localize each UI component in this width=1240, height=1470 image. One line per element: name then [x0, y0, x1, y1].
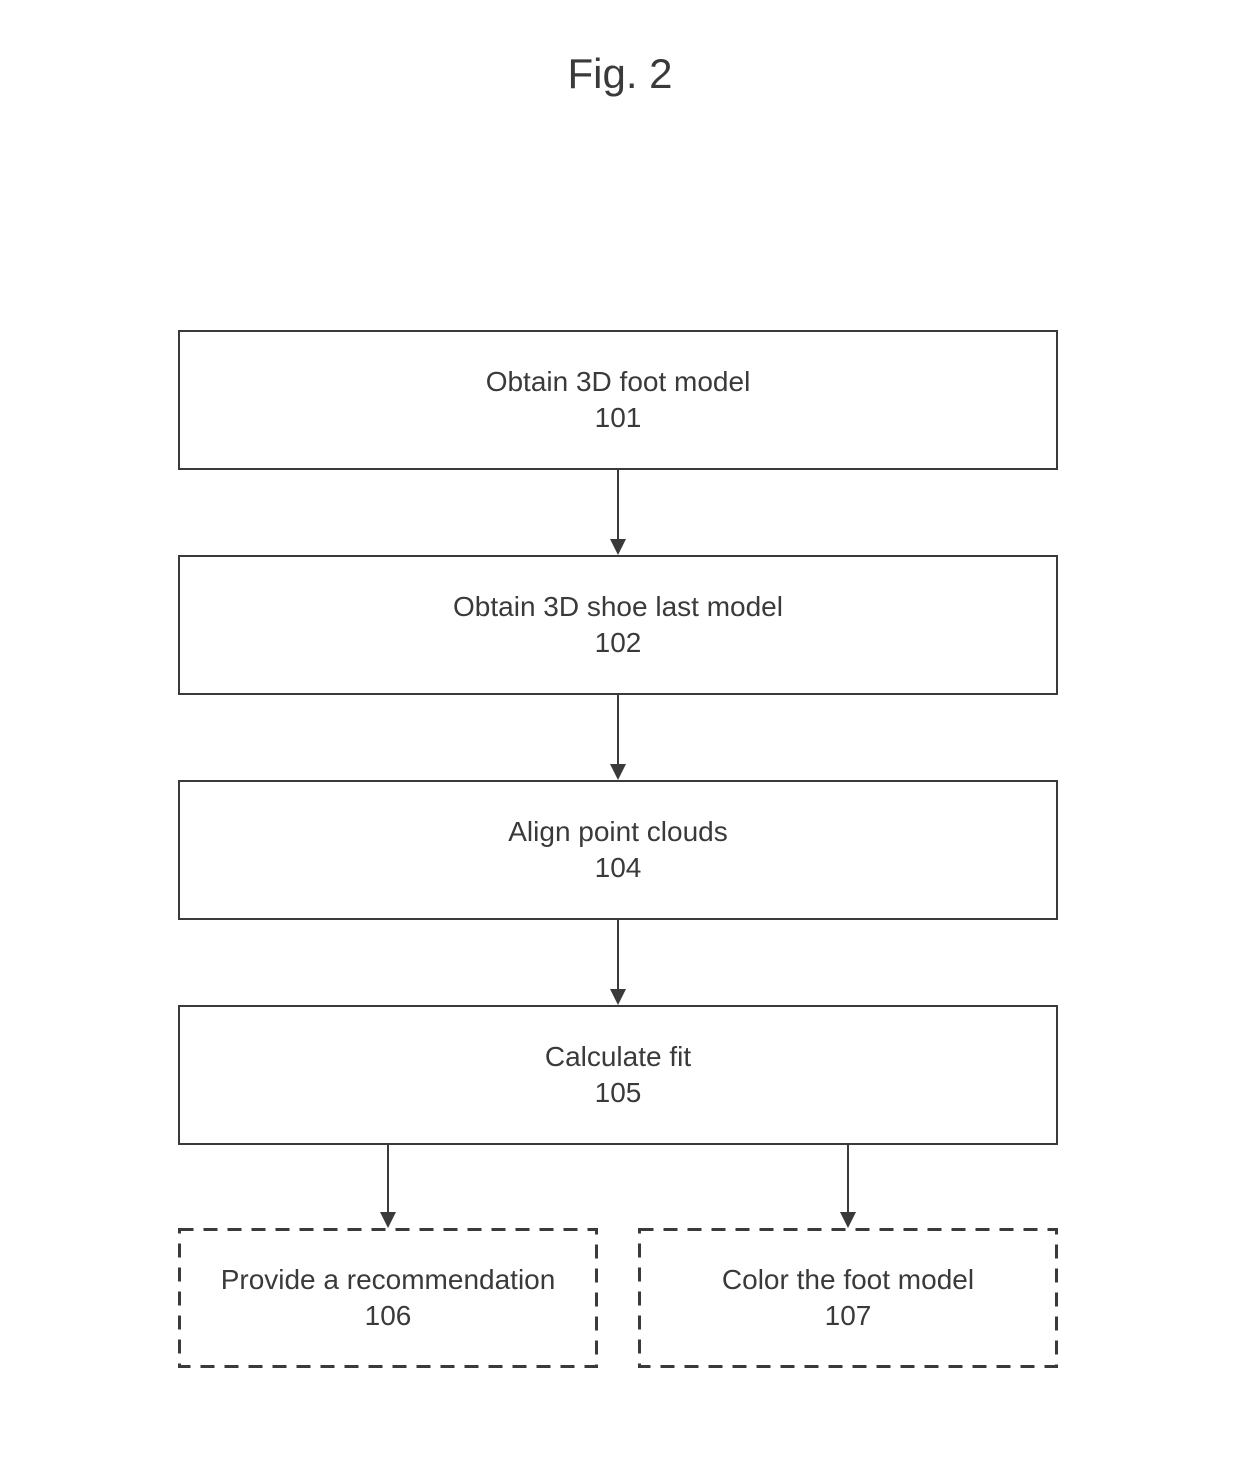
flow-node-label: Obtain 3D shoe last model: [453, 589, 783, 625]
arrowhead-icon: [610, 539, 626, 555]
flow-node-number: 104: [508, 850, 727, 886]
flow-node-n105: Calculate fit105: [178, 1005, 1058, 1145]
flow-node-label: Calculate fit: [545, 1039, 691, 1075]
arrowhead-icon: [610, 989, 626, 1005]
flow-node-label: Provide a recommendation: [221, 1262, 556, 1298]
flow-node-n102: Obtain 3D shoe last model102: [178, 555, 1058, 695]
arrowhead-icon: [840, 1212, 856, 1228]
arrowhead-icon: [610, 764, 626, 780]
flow-node-label: Obtain 3D foot model: [486, 364, 751, 400]
arrowhead-icon: [380, 1212, 396, 1228]
figure-title: Fig. 2: [567, 50, 672, 98]
flow-node-n107: Color the foot model107: [638, 1228, 1058, 1368]
flow-node-number: 101: [486, 400, 751, 436]
flow-node-number: 105: [545, 1075, 691, 1111]
flow-node-text: Color the foot model107: [722, 1262, 974, 1335]
flow-node-n101: Obtain 3D foot model101: [178, 330, 1058, 470]
flow-node-label: Align point clouds: [508, 814, 727, 850]
flow-node-number: 106: [221, 1298, 556, 1334]
flow-node-text: Provide a recommendation106: [221, 1262, 556, 1335]
flow-node-label: Color the foot model: [722, 1262, 974, 1298]
flow-node-n104: Align point clouds104: [178, 780, 1058, 920]
flow-node-number: 102: [453, 625, 783, 661]
flow-node-text: Calculate fit105: [545, 1039, 691, 1112]
flow-node-text: Align point clouds104: [508, 814, 727, 887]
flow-node-text: Obtain 3D foot model101: [486, 364, 751, 437]
flow-node-n106: Provide a recommendation106: [178, 1228, 598, 1368]
flow-node-text: Obtain 3D shoe last model102: [453, 589, 783, 662]
flow-node-number: 107: [722, 1298, 974, 1334]
